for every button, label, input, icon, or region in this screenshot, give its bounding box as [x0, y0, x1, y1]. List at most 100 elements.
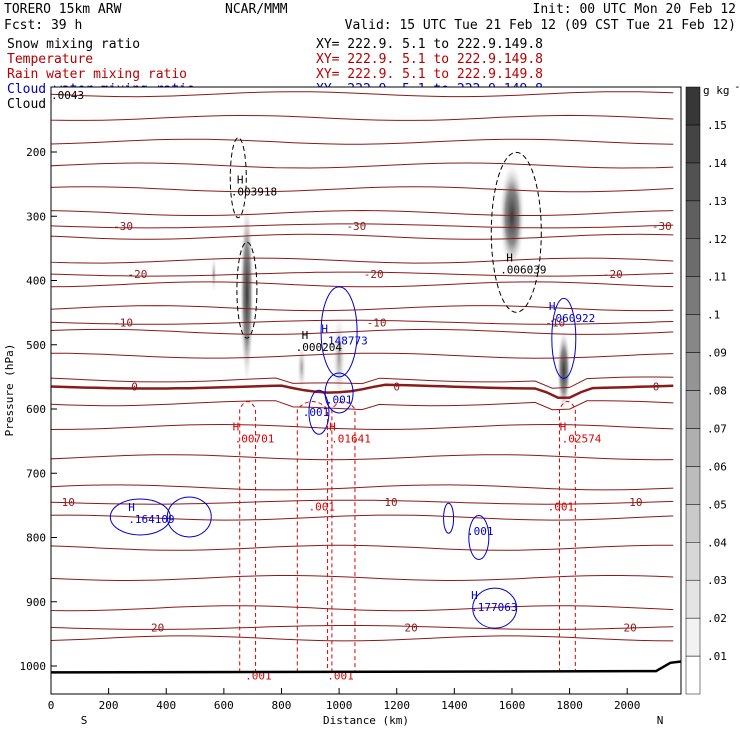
colorbar-swatch	[685, 542, 701, 581]
rain-max-value: .01641	[331, 433, 371, 446]
isotherm-label: -20	[127, 268, 147, 281]
cloud-water-contour	[468, 515, 490, 560]
colorbar-tick-label: .11	[707, 271, 727, 284]
isotherm-label: 10	[62, 496, 75, 509]
cloud-water-contour	[551, 297, 577, 379]
ground-surface	[50, 660, 682, 674]
snow-blob	[239, 198, 254, 389]
isotherm-label: 0	[131, 381, 138, 394]
isotherm-label: -30	[346, 220, 366, 233]
x-tick-label: 1800	[556, 699, 583, 712]
colorbar-tick-label: .07	[707, 422, 727, 435]
colorbar-swatch	[685, 428, 701, 467]
isotherm-labeled	[50, 499, 674, 505]
model-title: TORERO 15km ARW	[4, 2, 122, 17]
corner-label: .0043	[51, 89, 84, 102]
snow-max-value: .003918	[231, 185, 277, 198]
plot-frame	[50, 86, 682, 695]
y-tick-label: 400	[26, 275, 46, 288]
x-tick-label: 600	[214, 699, 234, 712]
isotherm	[50, 484, 674, 491]
isotherm-label: 20	[151, 621, 164, 634]
y-tick-label: 500	[26, 339, 46, 352]
isotherm-label: -10	[367, 316, 387, 329]
legend-xy: XY= 222.9. 5.1 to 222.9.149.8	[316, 67, 543, 82]
cloud-water-contour	[166, 496, 212, 538]
colorbar-tick-label: .02	[707, 612, 727, 625]
x-tick-label: 200	[99, 699, 119, 712]
cloud-water-max-h: H	[549, 300, 556, 313]
snow-blob	[498, 161, 525, 272]
colorbar: .01 .02 .03 .04 .05 .06 .07 .08 .09 .1 .11 .12 .13 .1…	[685, 80, 740, 695]
rain-max-value: .00701	[235, 433, 275, 446]
isotherm-label: 20	[623, 621, 636, 634]
ground-line	[50, 660, 682, 674]
rain-contour	[558, 401, 576, 673]
valid-time: Valid: 15 UTC Tue 21 Feb 12 (09 CST Tue …	[345, 18, 736, 33]
snow-contour	[236, 241, 258, 339]
isotherm	[50, 281, 674, 288]
cloud-water-max-value: .164109	[128, 513, 174, 526]
rain-label: .001	[548, 501, 575, 514]
isotherm-labeled	[50, 271, 674, 277]
snow-contour	[490, 151, 542, 313]
colorbar-tick-label: .15	[707, 119, 727, 132]
snow-blob	[210, 254, 217, 295]
legend-xy: XY= 222.9. 5.1 to 222.9.149.8	[316, 52, 543, 67]
legend-entry: Rain water mixing ratio	[7, 67, 187, 82]
colorbar-swatch	[685, 655, 701, 695]
isotherm-labeled	[50, 319, 674, 325]
colorbar-swatch	[685, 314, 701, 353]
isotherm	[50, 544, 674, 551]
isotherm-label: -30	[113, 220, 133, 233]
snow-max-h: H	[302, 329, 309, 342]
snow-contour	[229, 137, 247, 219]
colorbar-unit-exp: -1	[734, 80, 740, 93]
colorbar-tick-label: .12	[707, 233, 727, 246]
rain-max-value: .02574	[562, 433, 602, 446]
colorbar-swatch	[685, 352, 701, 391]
colorbar-unit: g kg	[703, 84, 730, 97]
center-title: NCAR/MMM	[225, 2, 288, 17]
snow-blob	[296, 339, 307, 396]
isotherm-label: 10	[384, 496, 397, 509]
south-label: S	[81, 714, 88, 727]
x-tick-label: 1000	[326, 699, 353, 712]
y-tick-label: 600	[26, 403, 46, 416]
cloud-water-max-h: H	[128, 501, 135, 514]
rain-max-h: H	[233, 421, 240, 434]
x-tick-label: 800	[272, 699, 292, 712]
colorbar-tick-label: .13	[707, 195, 727, 208]
legend-entry: Temperature	[7, 52, 93, 67]
isotherm	[50, 162, 674, 169]
isotherm-label: -30	[652, 220, 672, 233]
axes: 0 200 400 600 800 1000 1200 1400 1600 1800 2000200…	[20, 146, 641, 712]
cloud-water-label: .001	[467, 525, 494, 538]
rain-max-h: H	[560, 421, 567, 434]
isotherm-label: 20	[405, 621, 418, 634]
isotherm-labeled	[50, 383, 674, 399]
colorbar-swatch	[685, 390, 701, 429]
colorbar-tick-label: .08	[707, 385, 727, 398]
cloud-water-max-value: .060922	[549, 312, 595, 325]
isotherm-label: 10	[629, 496, 642, 509]
isotherm-label: -20	[364, 268, 384, 281]
colorbar-swatch	[685, 86, 701, 126]
colorbar-swatch	[685, 276, 701, 315]
snow-max-h: H	[506, 252, 513, 265]
isotherm	[50, 186, 674, 193]
cloud-water-max-h: H	[471, 589, 478, 602]
x-tick-label: 0	[48, 699, 55, 712]
colorbar-tick-label: .03	[707, 574, 727, 587]
legend-entry: Snow mixing ratio	[7, 37, 140, 52]
isotherm	[50, 454, 674, 461]
plot-area: -30 -30 -30 -20 -20 -20 -10 -10 -10 0 0 0 10 10 10 20 20…	[50, 86, 682, 695]
colorbar-tick-label: .04	[707, 536, 727, 549]
snow-max-value: .006039	[500, 264, 546, 277]
isotherm-label: -10	[545, 316, 565, 329]
isotherm	[50, 138, 674, 145]
isotherm-label: 0	[393, 381, 400, 394]
isotherm	[50, 328, 674, 335]
